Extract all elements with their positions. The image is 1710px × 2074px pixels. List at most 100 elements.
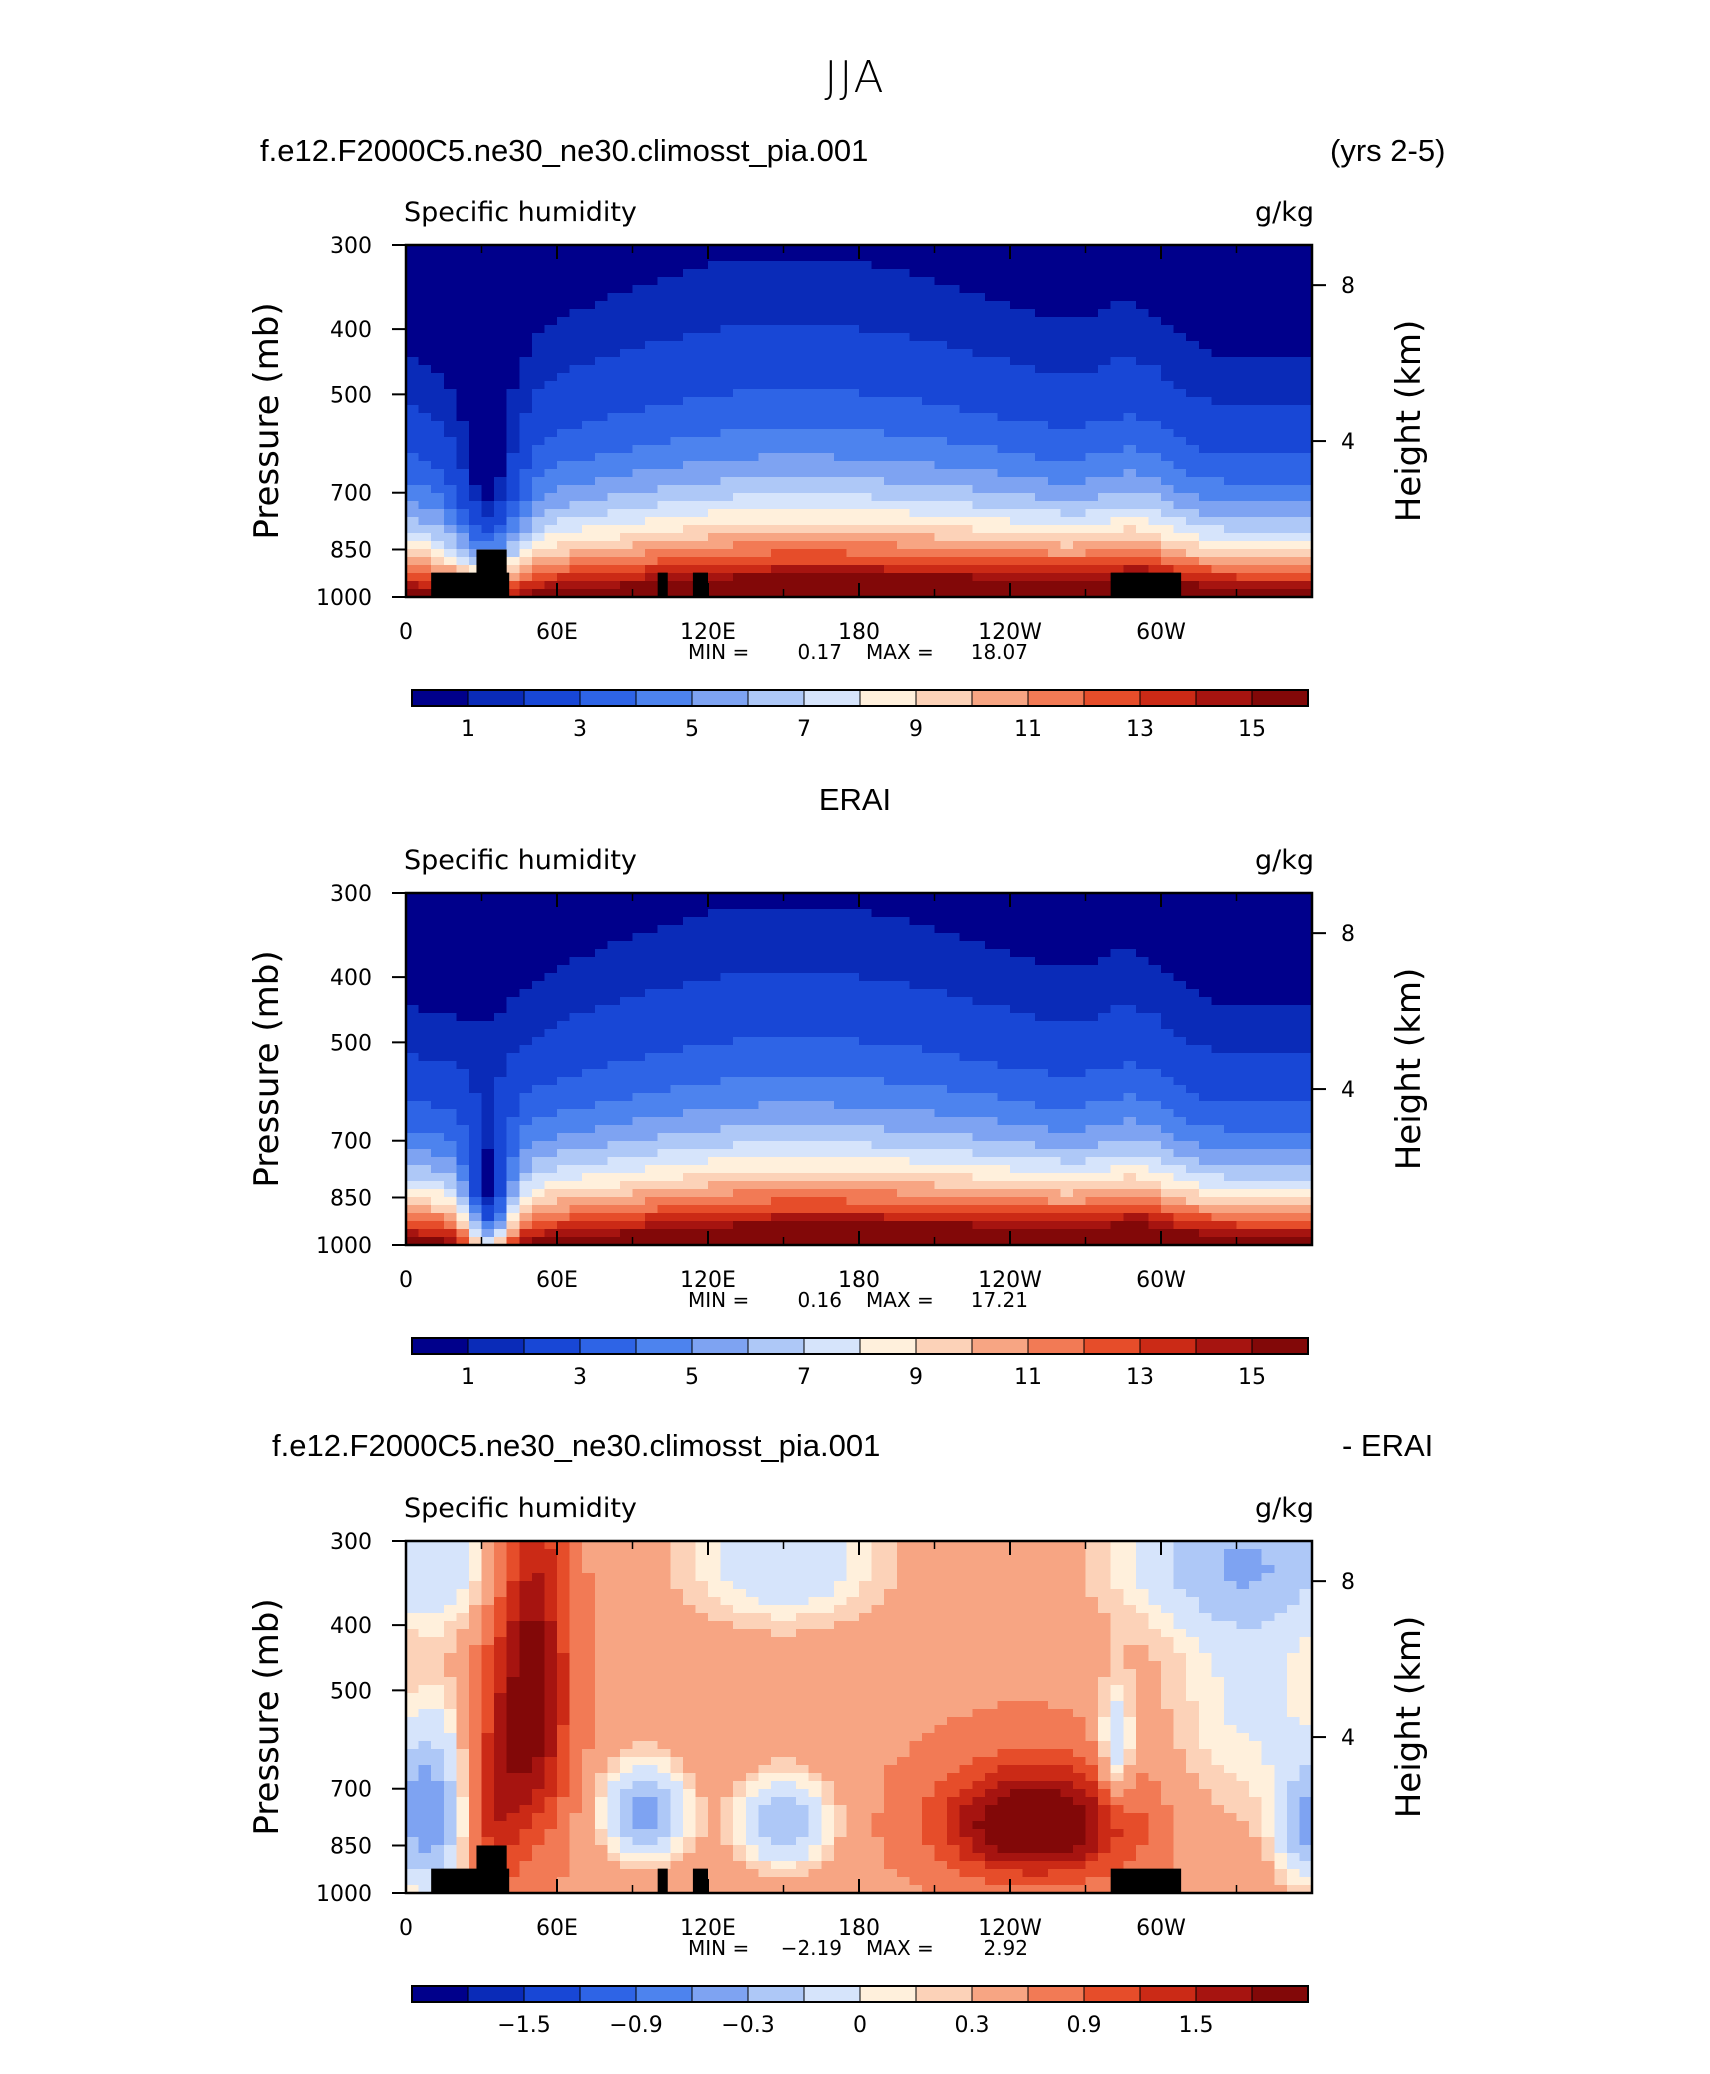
heatmap-cell [519,437,533,446]
heatmap-cell [1261,1021,1275,1030]
heatmap-cell [1286,453,1301,462]
heatmap-cell [1286,981,1301,990]
heatmap-cell [1123,405,1137,414]
heatmap-cell [770,1029,785,1038]
heatmap-cell [1098,381,1112,390]
heatmap-cell [418,981,432,990]
heatmap-cell [632,589,646,598]
heatmap-cell [619,1077,634,1086]
heatmap-cell [909,309,923,318]
heatmap-cell [468,397,483,406]
heatmap-cell [582,309,596,318]
heatmap-cell [758,989,772,998]
heatmap-cell [783,1077,797,1086]
heatmap-cell [1223,317,1238,326]
heatmap-cell [1022,1021,1036,1030]
heatmap-cell [708,1045,722,1054]
heatmap-cell [1286,1037,1301,1046]
heatmap-cell [1186,397,1200,406]
heatmap-cell [708,301,722,310]
heatmap-cell [456,285,470,294]
heatmap-cell [1123,373,1137,382]
heatmap-cell [569,301,583,310]
heatmap-cell [443,909,457,918]
heatmap-cell [1060,349,1074,358]
heatmap-cell [1060,437,1074,446]
heatmap-cell [959,965,973,974]
heatmap-cell [921,269,936,278]
heatmap-cell [1022,469,1036,478]
heatmap-cell [959,1013,973,1022]
heatmap-cell [1035,925,1049,934]
heatmap-cell [468,965,483,974]
heatmap-cell [594,549,608,558]
heatmap-cell [846,493,860,502]
heatmap-cell [947,1045,961,1054]
heatmap-cell [1173,357,1187,366]
heatmap-cell [1010,285,1024,294]
colorbar-label: 13 [1126,717,1154,742]
heatmap-cell [808,901,822,910]
heatmap-cell [846,365,860,374]
heatmap-cell [1223,285,1238,294]
heatmap-cell [1123,261,1137,270]
heatmap-cell [682,389,697,398]
heatmap-cell [443,357,457,366]
heatmap-cell [909,349,923,358]
heatmap-cell [972,581,986,590]
heatmap-cell [770,525,785,534]
heatmap-cell [418,269,432,278]
heatmap-cell [506,405,520,414]
heatmap-cell [456,269,470,278]
heatmap-cell [821,501,835,510]
heatmap-cell [758,301,772,310]
heatmap-cell [909,1069,923,1078]
heatmap-cell [758,973,772,982]
heatmap-cell [431,445,445,454]
heatmap-cell [720,1037,734,1046]
heatmap-cell [670,573,684,582]
heatmap-cell [796,1005,810,1014]
heatmap-cell [557,533,571,542]
heatmap-cell [670,373,684,382]
heatmap-cell [1010,357,1024,366]
heatmap-cell [821,1069,835,1078]
heatmap-cell [1085,325,1099,334]
heatmap-cell [1211,525,1225,534]
heatmap-cell [443,397,457,406]
heatmap-cell [695,957,709,966]
heatmap-cell [997,485,1011,494]
heatmap-cell [531,325,546,334]
heatmap-cell [859,917,873,926]
heatmap-cell [859,565,873,574]
heatmap-cell [443,1053,457,1062]
heatmap-cell [468,405,483,414]
heatmap-cell [544,965,558,974]
heatmap-cell [418,909,432,918]
heatmap-cell [1261,253,1275,262]
heatmap-cell [770,1077,785,1086]
heatmap-cell [1035,1069,1049,1078]
heatmap-cell [506,581,520,590]
heatmap-cell [1022,557,1036,566]
heatmap-cell [695,445,709,454]
heatmap-cell [645,333,659,342]
heatmap-cell [745,1013,759,1022]
heatmap-cell [494,341,508,350]
heatmap-cell [733,1005,747,1014]
heatmap-cell [959,509,973,518]
heatmap-cell [607,437,621,446]
heatmap-cell [720,1045,734,1054]
heatmap-cell [745,493,759,502]
heatmap-cell [418,893,432,902]
heatmap-cell [959,501,973,510]
heatmap-cell [1047,341,1061,350]
heatmap-cell [1274,381,1288,390]
heatmap-cell [443,1037,457,1046]
heatmap-cell [758,965,772,974]
heatmap-cell [582,957,596,966]
heatmap-cell [443,493,457,502]
heatmap-cell [1211,477,1225,486]
heatmap-cell [733,333,747,342]
heatmap-cell [645,309,659,318]
